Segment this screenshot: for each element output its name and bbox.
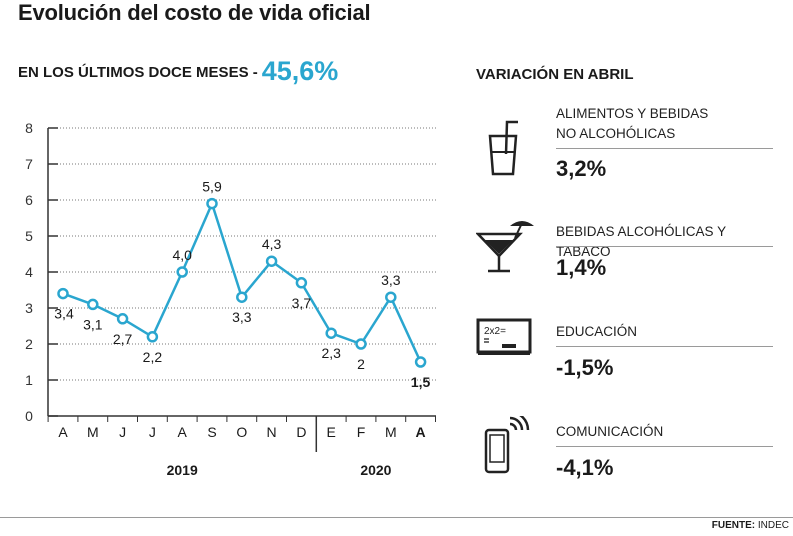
category-alcohol-tobacco-value: 1,4% — [556, 255, 607, 280]
y-tick-label: 4 — [25, 264, 33, 280]
chart-title: Evolución del costo de vida oficial — [18, 0, 371, 25]
svg-text:2x2=: 2x2= — [484, 326, 506, 337]
category-communication-divider — [556, 446, 773, 447]
y-tick-label: 5 — [25, 228, 33, 244]
category-education-value: -1,5% — [556, 355, 614, 380]
cocktail-icon — [476, 221, 534, 273]
data-label: 3,3 — [232, 309, 252, 325]
annual-variation-value: 45,6% — [261, 56, 339, 86]
data-label: 2 — [357, 356, 365, 372]
year-label: 2020 — [360, 462, 391, 478]
phone-icon — [484, 416, 530, 474]
category-food-label: ALIMENTOS Y BEBIDAS NO ALCOHÓLICAS — [556, 104, 708, 144]
data-label: 3,7 — [292, 295, 312, 311]
y-tick-label: 7 — [25, 156, 33, 172]
category-communication: COMUNICACIÓN -4,1% — [476, 416, 776, 512]
category-alcohol-tobacco-divider — [556, 246, 773, 247]
category-communication-value: -4,1% — [556, 455, 614, 480]
data-point — [116, 313, 129, 325]
x-tick-label: S — [207, 424, 216, 440]
data-point — [265, 255, 278, 267]
source-label: FUENTE: — [711, 520, 756, 531]
category-food-value: 3,2% — [556, 156, 607, 181]
x-tick-label: A — [178, 424, 188, 440]
data-point — [236, 291, 248, 303]
data-label: 2,2 — [143, 349, 163, 365]
data-label: 3,1 — [83, 316, 103, 332]
data-label: 3,3 — [381, 272, 401, 288]
footer-divider — [0, 517, 793, 518]
data-label: 4,0 — [172, 247, 192, 263]
data-point — [87, 298, 99, 311]
data-point — [414, 356, 427, 368]
data-point — [176, 266, 188, 278]
data-label: 4,3 — [262, 236, 282, 252]
category-food-label-line-1: ALIMENTOS Y BEBIDAS — [556, 106, 709, 121]
x-tick-label: M — [385, 424, 397, 440]
x-tick-label: F — [357, 424, 366, 440]
y-tick-label: 6 — [25, 192, 33, 208]
x-tick-label: O — [236, 424, 247, 440]
chalkboard-icon: 2x2= — [476, 318, 532, 355]
data-point — [385, 291, 397, 303]
category-alcohol-tobacco: BEBIDAS ALCOHÓLICAS Y TABACO 1,4% — [476, 221, 776, 312]
y-tick-label: 0 — [25, 408, 33, 424]
data-point — [57, 287, 69, 300]
y-tick-label: 3 — [25, 300, 33, 316]
data-label: 5,9 — [202, 179, 222, 195]
x-tick-label: D — [296, 424, 306, 440]
y-tick-label: 8 — [25, 120, 33, 136]
source-value: INDEC — [757, 520, 789, 531]
source-note: FUENTE: INDEC — [712, 520, 789, 531]
category-food-divider — [556, 148, 773, 149]
y-tick-label: 2 — [25, 336, 33, 352]
data-point — [325, 327, 337, 339]
data-point — [355, 338, 367, 350]
category-education: 2x2= EDUCACIÓN -1,5% — [476, 318, 776, 412]
data-point — [206, 197, 218, 210]
category-alcohol-tobacco-label: BEBIDAS ALCOHÓLICAS Y TABACO — [556, 224, 726, 259]
y-tick-label: 1 — [25, 372, 33, 388]
x-tick-label: J — [149, 424, 156, 440]
data-label: 2,3 — [321, 345, 341, 361]
category-food: ALIMENTOS Y BEBIDAS NO ALCOHÓLICAS 3,2% — [476, 104, 776, 194]
category-education-label: EDUCACIÓN — [556, 324, 638, 339]
annual-variation-heading: EN LOS ÚLTIMOS DOCE MESES -45,6% — [18, 56, 338, 87]
x-tick-label: A — [58, 424, 68, 440]
april-variation-heading: VARIACIÓN EN ABRIL — [476, 66, 634, 83]
x-tick-label: A — [416, 424, 426, 440]
x-tick-label: J — [119, 424, 126, 440]
x-tick-label: M — [87, 424, 99, 440]
year-label: 2019 — [167, 462, 198, 478]
x-tick-label: N — [267, 424, 277, 440]
data-label: 2,7 — [113, 331, 133, 347]
data-point — [295, 277, 308, 289]
category-communication-label: COMUNICACIÓN — [556, 424, 664, 439]
data-point — [146, 331, 159, 343]
annual-variation-label: EN LOS ÚLTIMOS DOCE MESES - — [18, 64, 258, 81]
category-food-label-line-2: NO ALCOHÓLICAS — [556, 126, 676, 141]
drink-glass-icon — [488, 120, 518, 176]
data-label: 1,5 — [411, 374, 431, 390]
data-label: 3,4 — [54, 306, 74, 322]
category-education-divider — [556, 346, 773, 347]
x-tick-label: E — [327, 424, 336, 440]
